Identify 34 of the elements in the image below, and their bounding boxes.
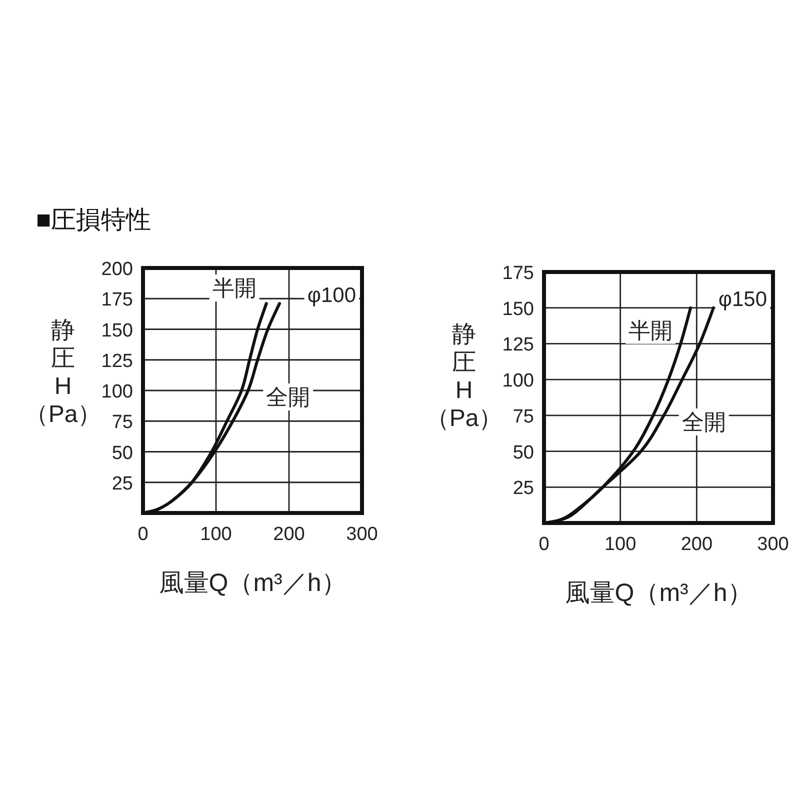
- y-tick-label: 150: [101, 320, 133, 342]
- y-axis-title: 静圧 H （Pa）: [24, 317, 102, 428]
- x-tick-label: 300: [757, 534, 789, 555]
- y-tick-label: 25: [112, 473, 133, 494]
- y-tick-label: 100: [502, 370, 534, 392]
- annotation: φ100: [307, 284, 356, 307]
- x-tick-label: 0: [538, 534, 550, 555]
- x-tick-label: 0: [138, 524, 148, 545]
- y-tick-label: 200: [101, 259, 133, 280]
- chart-title: ■圧損特性: [36, 206, 152, 234]
- y-tick-label: 25: [512, 478, 534, 500]
- y-tick-label: 150: [502, 298, 534, 320]
- series-label: 全開: [682, 409, 726, 434]
- y-tick-label: 75: [512, 406, 534, 428]
- x-tick-label: 100: [200, 524, 232, 545]
- y-tick-label: 125: [502, 334, 534, 356]
- y-tick-label: 175: [101, 290, 133, 311]
- x-tick-label: 200: [273, 524, 305, 545]
- x-tick-label: 300: [346, 524, 378, 545]
- x-axis-title: 風量Q（m³／h）: [564, 579, 752, 607]
- y-axis-title: 静圧 H （Pa）: [425, 321, 503, 432]
- y-tick-label: 50: [112, 442, 133, 464]
- y-tick-label: 175: [502, 263, 534, 284]
- x-axis-title: 風量Q（m³／h）: [158, 569, 346, 597]
- y-tick-label: 125: [101, 350, 133, 372]
- annotation: φ150: [718, 288, 767, 311]
- y-tick-label: 100: [101, 382, 133, 402]
- x-tick-label: 100: [604, 534, 636, 555]
- series-label: 全開: [266, 384, 310, 410]
- series-label: 半開: [212, 276, 256, 301]
- y-tick-label: 75: [112, 412, 133, 434]
- y-tick-label: 50: [512, 442, 534, 464]
- series-label: 半開: [628, 318, 673, 343]
- x-tick-label: 200: [680, 534, 713, 555]
